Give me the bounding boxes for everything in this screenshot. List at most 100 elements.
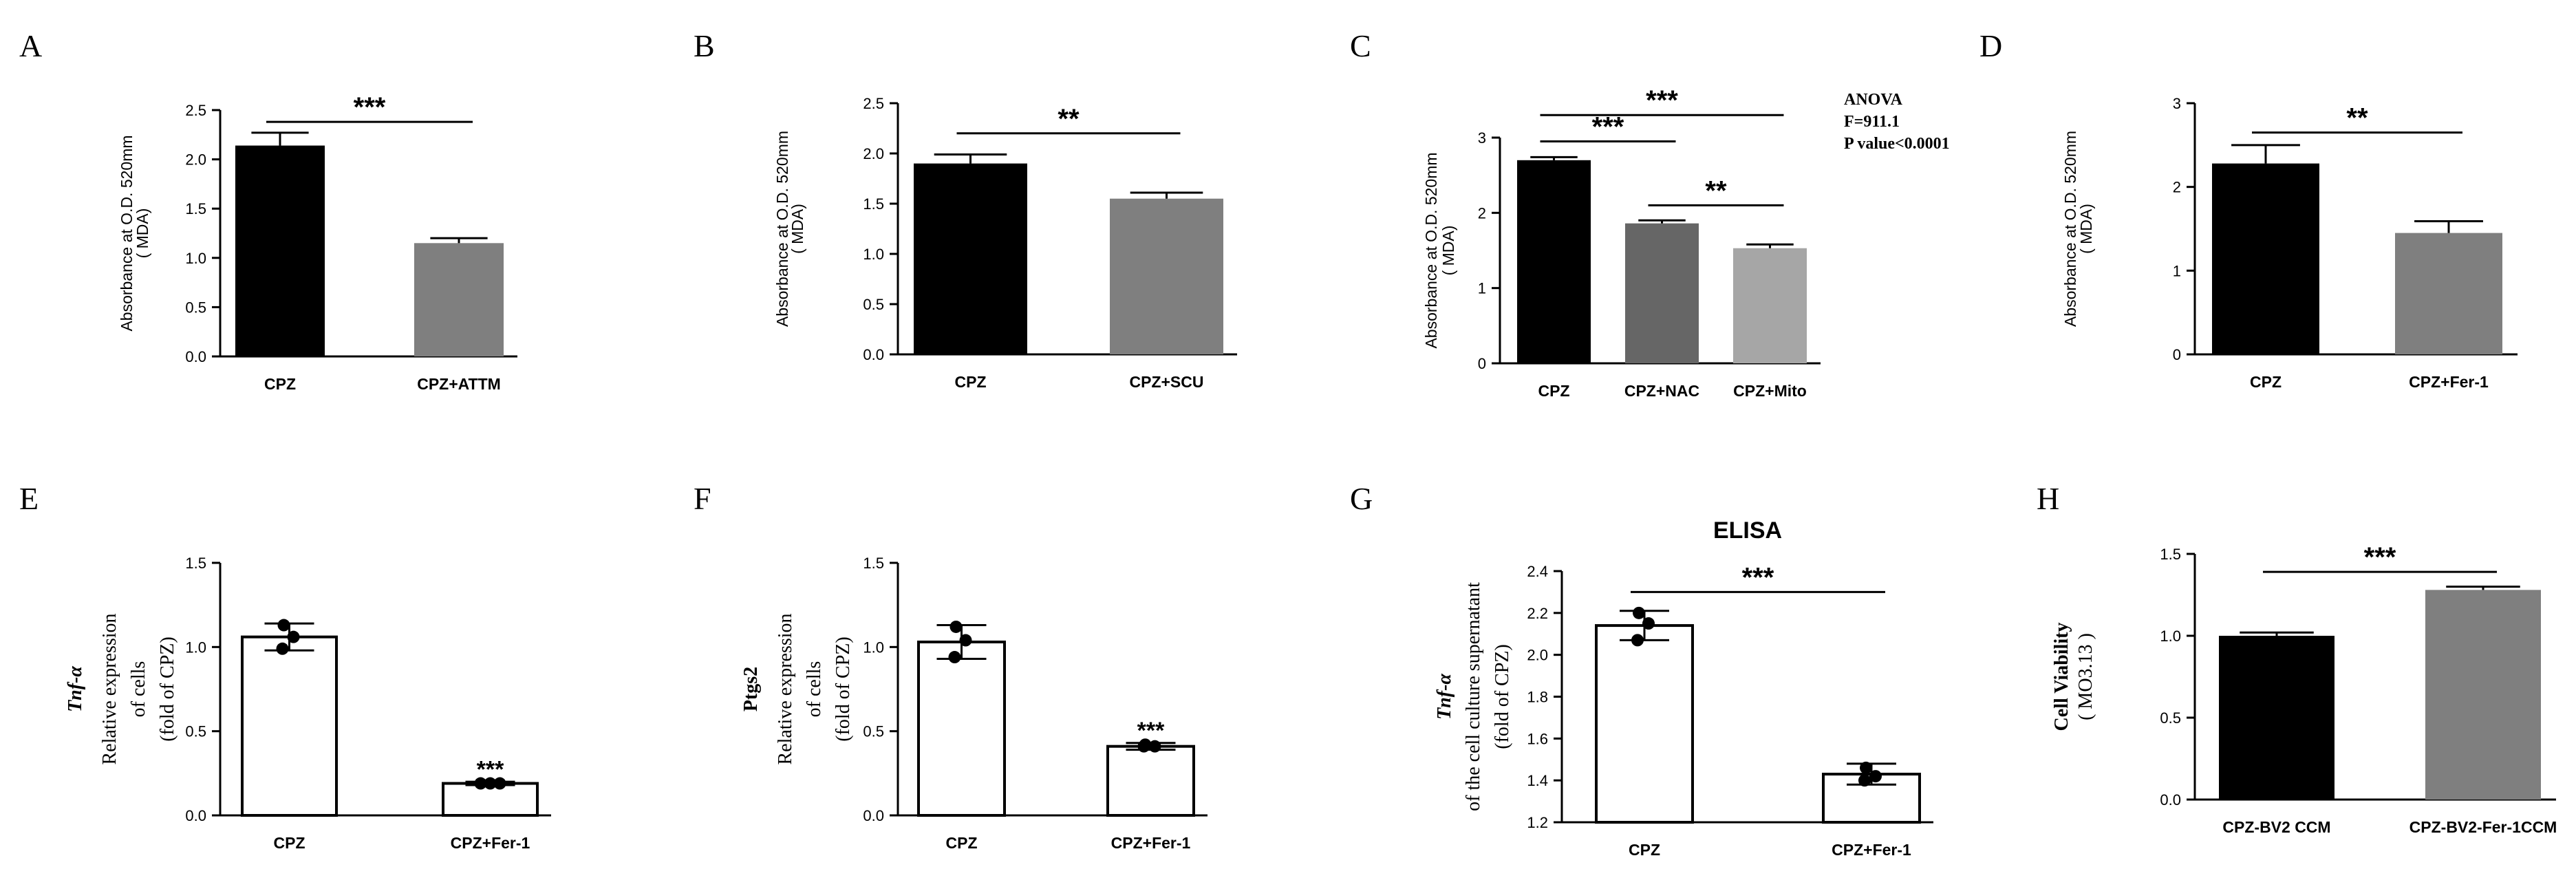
y-tick-label: 2.0 xyxy=(1527,647,1548,664)
bar-2 xyxy=(1106,745,1195,817)
significance-label: *** xyxy=(1646,85,1678,116)
significance-label: *** xyxy=(1592,111,1624,142)
significance-label: *** xyxy=(2364,542,2396,572)
data-point xyxy=(276,642,289,655)
significance-label: *** xyxy=(354,92,386,122)
chart-title: ELISA xyxy=(1713,517,1782,544)
panel-d: D Absorbance at O.D. 520mm( MDA) 0 1 2 3 CPZ CP… xyxy=(1979,28,2518,391)
y-axis-label: ( MDA) xyxy=(2077,204,2095,254)
y-tick-label: 2 xyxy=(1478,204,1486,222)
y-tick-label: 0.0 xyxy=(185,807,206,824)
y-tick-label: 1.8 xyxy=(1527,689,1548,706)
y-tick-label: 1.0 xyxy=(863,639,884,656)
y-tick-label: 2.5 xyxy=(863,95,884,112)
y-axis-label: (fold of CPZ) xyxy=(1492,644,1513,749)
significance-label: *** xyxy=(477,756,504,782)
y-tick-label: 0.0 xyxy=(2160,791,2181,808)
y-axis-label: of the cell culture supernatant xyxy=(1463,582,1484,811)
category-label: CPZ+Fer-1 xyxy=(1832,841,1911,859)
y-tick-label: 3 xyxy=(2173,95,2181,112)
category-label: CPZ xyxy=(1629,841,1660,859)
bar-2 xyxy=(1625,223,1699,363)
y-tick-label: 2.4 xyxy=(1527,563,1548,580)
category-label: CPZ+SCU xyxy=(1130,373,1204,391)
data-point xyxy=(493,777,506,790)
y-tick-label: 1.4 xyxy=(1527,772,1548,789)
y-tick-label: 1.0 xyxy=(2160,628,2181,645)
y-tick-label: 0.0 xyxy=(863,807,884,824)
data-point xyxy=(1633,606,1645,619)
data-point xyxy=(474,777,487,790)
y-tick-label: 1.5 xyxy=(2160,546,2181,563)
panel-h: H Cell Viability( MO3.13 ) 0.0 0.5 1.0 1.5 CPZ… xyxy=(2037,481,2557,836)
y-tick-label: 1.5 xyxy=(185,555,206,572)
category-label: CPZ+Fer-1 xyxy=(1111,834,1191,852)
category-label: CPZ xyxy=(1538,382,1570,400)
data-point xyxy=(1860,761,1872,774)
panel-letter: E xyxy=(19,481,39,516)
significance-label: ** xyxy=(2346,103,2368,133)
bar-3 xyxy=(1733,248,1807,363)
y-axis-label: Absorbance at O.D. 520mm xyxy=(773,131,791,327)
bar-1 xyxy=(241,635,338,817)
significance-label: *** xyxy=(1742,562,1774,592)
panel-a: A Absorbance at O.D. 520mm( MDA) 0.0 0.5 1.0… xyxy=(19,28,517,393)
y-tick-label: 0.5 xyxy=(863,296,884,313)
category-label: CPZ xyxy=(274,834,305,852)
panel-e: E Tnf-α Relative expression of cells (fold o… xyxy=(19,481,551,852)
bar-2 xyxy=(2425,590,2541,800)
data-point xyxy=(1137,740,1150,753)
panel-c: C Absorbance at O.D. 520mm( MDA) 0 1 2 3 CPZ CP… xyxy=(1350,28,1950,400)
data-point xyxy=(1642,617,1655,630)
y-axis-label: Absorbance at O.D. 520mm xyxy=(2061,131,2079,327)
data-point xyxy=(1631,634,1644,647)
y-tick-label: 3 xyxy=(1478,129,1486,147)
bar-1 xyxy=(1595,624,1694,824)
y-tick-label: 2.0 xyxy=(863,145,884,162)
bar-1 xyxy=(2212,163,2319,354)
data-point xyxy=(287,630,300,643)
data-point xyxy=(277,619,290,632)
data-point xyxy=(959,634,972,647)
panel-f: F Ptgs2 Relative expression of cells (fold o… xyxy=(694,481,1208,852)
y-tick-label: 2.5 xyxy=(185,102,206,119)
panel-g: G ELISA Tnf-α of the cell culture supernata… xyxy=(1350,481,1933,859)
y-tick-label: 1.2 xyxy=(1527,814,1548,831)
y-axis-label: (fold of CPZ) xyxy=(157,636,178,741)
panel-letter: G xyxy=(1350,481,1373,516)
anova-annotation: P value<0.0001 xyxy=(1844,135,1950,153)
y-axis-label: ( MO3.13 ) xyxy=(2075,633,2096,720)
anova-annotation: F=911.1 xyxy=(1844,113,1900,131)
y-axis-label: (fold of CPZ) xyxy=(833,636,854,741)
y-axis-label: Cell Viability xyxy=(2051,623,2072,731)
data-point xyxy=(1858,774,1871,787)
y-axis-label: Ptgs2 xyxy=(740,667,762,711)
y-tick-label: 0.5 xyxy=(2160,709,2181,727)
y-tick-label: 0 xyxy=(1478,355,1486,372)
y-axis-label: Relative expression xyxy=(99,613,120,764)
y-axis-label: Tnf-α xyxy=(65,666,86,712)
y-tick-label: 0.5 xyxy=(185,299,206,316)
bar-1 xyxy=(2219,636,2334,800)
y-tick-label: 1.5 xyxy=(863,555,884,572)
y-tick-label: 1.5 xyxy=(185,200,206,217)
panel-letter: H xyxy=(2037,481,2059,516)
y-tick-label: 1.5 xyxy=(863,195,884,213)
panel-letter: C xyxy=(1350,28,1371,63)
y-tick-label: 1 xyxy=(1478,280,1486,297)
bar-2 xyxy=(1110,198,1223,354)
y-tick-label: 0.0 xyxy=(863,346,884,363)
y-tick-label: 2 xyxy=(2173,179,2181,196)
y-axis-label: ( MDA) xyxy=(788,204,806,254)
panel-letter: B xyxy=(694,28,715,63)
y-axis-label: of cells xyxy=(128,661,149,718)
category-label: CPZ xyxy=(2250,373,2282,391)
y-tick-label: 2.0 xyxy=(185,151,206,169)
y-axis-label: Absorbance at O.D. 520mm xyxy=(118,135,136,331)
category-label: CPZ+Fer-1 xyxy=(451,834,530,852)
bar-1 xyxy=(1517,160,1591,364)
data-point xyxy=(484,777,497,790)
data-point xyxy=(948,651,961,664)
y-axis-label: ( MDA) xyxy=(133,208,151,259)
